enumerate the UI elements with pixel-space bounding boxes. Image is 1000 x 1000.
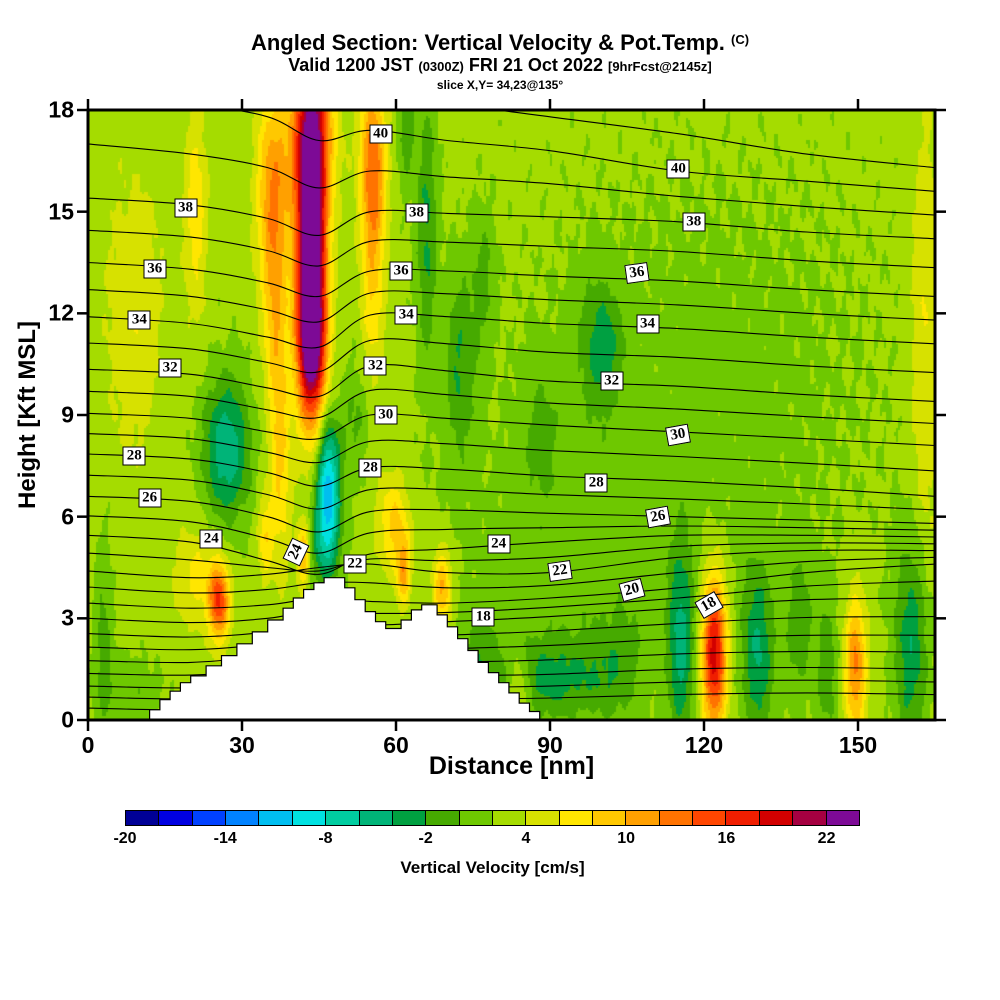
colorbar-tick-label-10: 10 <box>617 830 636 847</box>
chart-title: Angled Section: Vertical Velocity & Pot.… <box>0 30 1000 56</box>
y-tick-label-0: 0 <box>61 706 74 733</box>
colorbar-block-15 <box>626 811 660 825</box>
chart-title-unit: (C) <box>731 32 750 47</box>
slice-note: slice X,Y= 34,23@135° <box>436 78 564 92</box>
valid-time-zulu: (0300Z) <box>418 59 464 74</box>
chart-title-text: Angled Section: Vertical Velocity & Pot.… <box>250 30 725 55</box>
colorbar-block-12 <box>526 811 560 825</box>
colorbar-block-0 <box>126 811 160 825</box>
colorbar-block-1 <box>159 811 193 825</box>
y-tick-label-12: 12 <box>48 299 74 326</box>
colorbar-block-21 <box>826 811 859 825</box>
y-tick-label-18: 18 <box>48 96 74 123</box>
colorbar-block-8 <box>392 811 427 825</box>
colorbar-block-17 <box>693 811 727 825</box>
colorbar-block-18 <box>726 811 760 825</box>
colorbar-block-6 <box>326 811 360 825</box>
forecast-note: [9hrFcst@2145z] <box>608 59 712 74</box>
colorbar-block-2 <box>192 811 227 825</box>
colorbar-block-3 <box>226 811 260 825</box>
colorbar-block-5 <box>292 811 327 825</box>
colorbar-tick-label--20: -20 <box>113 830 137 847</box>
colorbar-tick-label-4: 4 <box>521 830 531 847</box>
vertical-velocity-fill <box>88 110 935 720</box>
colorbar-block-11 <box>492 811 527 825</box>
colorbar-tick-label-16: 16 <box>717 830 736 847</box>
chart-subtitle: Valid 1200 JST (0300Z) FRI 21 Oct 2022 [… <box>0 55 1000 76</box>
colorbar-block-19 <box>759 811 794 825</box>
y-tick-label-15: 15 <box>48 198 74 225</box>
colorbar-block-4 <box>259 811 293 825</box>
y-tick-label-6: 6 <box>61 503 74 530</box>
colorbar-block-13 <box>559 811 594 825</box>
colorbar-tick-label--14: -14 <box>213 830 237 847</box>
colorbar-caption: Vertical Velocity [cm/s] <box>400 858 585 877</box>
colorbar-block-16 <box>659 811 694 825</box>
colorbar-block-10 <box>459 811 493 825</box>
colorbar-block-20 <box>793 811 827 825</box>
colorbar-block-7 <box>359 811 393 825</box>
y-axis-title: Height [Kft MSL] <box>14 321 41 509</box>
colorbar-block-9 <box>426 811 460 825</box>
colorbar-tick-label--8: -8 <box>318 830 333 847</box>
x-axis-title: Distance [nm] <box>428 752 595 780</box>
valid-date: FRI 21 Oct 2022 <box>468 55 603 75</box>
colorbar <box>125 810 860 826</box>
colorbar-tick-label--2: -2 <box>418 830 433 847</box>
valid-time: Valid 1200 JST <box>288 55 414 75</box>
y-tick-label-9: 9 <box>61 401 74 428</box>
colorbar-tick-label-22: 22 <box>817 830 836 847</box>
y-tick-label-3: 3 <box>61 604 74 631</box>
colorbar-block-14 <box>593 811 627 825</box>
